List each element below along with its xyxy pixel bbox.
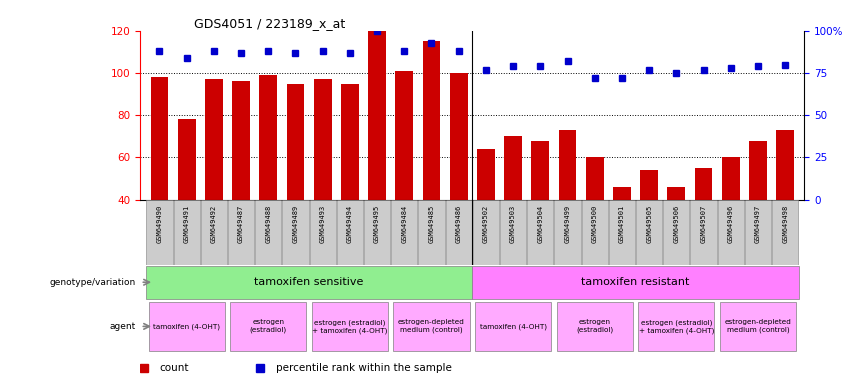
Bar: [636, 200, 662, 265]
Text: GSM649507: GSM649507: [700, 205, 706, 243]
Bar: [228, 200, 254, 265]
Bar: [255, 200, 282, 265]
Text: GSM649487: GSM649487: [238, 205, 244, 243]
Text: GSM649496: GSM649496: [728, 205, 734, 243]
Bar: [694, 168, 712, 200]
Text: estrogen (estradiol)
+ tamoxifen (4-OHT): estrogen (estradiol) + tamoxifen (4-OHT): [638, 319, 714, 334]
Bar: [419, 200, 444, 265]
Text: GSM649491: GSM649491: [184, 205, 190, 243]
Text: tamoxifen sensitive: tamoxifen sensitive: [254, 277, 363, 287]
Bar: [717, 200, 744, 265]
Text: tamoxifen resistant: tamoxifen resistant: [581, 277, 689, 287]
Text: GSM649486: GSM649486: [455, 205, 462, 243]
Bar: [557, 302, 633, 351]
Bar: [310, 200, 336, 265]
Bar: [500, 200, 526, 265]
Bar: [450, 73, 467, 200]
Text: GSM649493: GSM649493: [320, 205, 326, 243]
Text: estrogen
(estradiol): estrogen (estradiol): [576, 319, 614, 333]
Bar: [232, 81, 250, 200]
Text: GDS4051 / 223189_x_at: GDS4051 / 223189_x_at: [193, 17, 345, 30]
Bar: [558, 130, 576, 200]
Text: GSM649497: GSM649497: [755, 205, 761, 243]
Text: GSM649504: GSM649504: [537, 205, 543, 243]
Bar: [178, 119, 196, 200]
Bar: [608, 200, 635, 265]
Bar: [149, 302, 225, 351]
Text: GSM649488: GSM649488: [266, 205, 271, 243]
Text: GSM649501: GSM649501: [619, 205, 625, 243]
Bar: [472, 266, 799, 299]
Text: estrogen-depleted
medium (control): estrogen-depleted medium (control): [724, 319, 791, 333]
Text: genotype/variation: genotype/variation: [50, 278, 136, 287]
Bar: [532, 141, 549, 200]
Text: GSM649502: GSM649502: [483, 205, 489, 243]
Bar: [151, 77, 168, 200]
Bar: [640, 170, 658, 200]
Text: GSM649505: GSM649505: [646, 205, 652, 243]
Bar: [205, 79, 223, 200]
Text: agent: agent: [110, 322, 136, 331]
Bar: [423, 41, 440, 200]
Text: GSM649498: GSM649498: [782, 205, 788, 243]
Bar: [555, 200, 580, 265]
Bar: [528, 200, 553, 265]
Bar: [690, 200, 717, 265]
Text: GSM649484: GSM649484: [402, 205, 408, 243]
Bar: [722, 157, 740, 200]
Bar: [260, 75, 277, 200]
Text: GSM649506: GSM649506: [673, 205, 679, 243]
Bar: [613, 187, 631, 200]
Bar: [505, 136, 522, 200]
Text: estrogen (estradiol)
+ tamoxifen (4-OHT): estrogen (estradiol) + tamoxifen (4-OHT): [312, 319, 387, 334]
Bar: [749, 141, 767, 200]
Bar: [174, 200, 200, 265]
Bar: [287, 83, 305, 200]
Bar: [477, 149, 494, 200]
Bar: [772, 200, 798, 265]
Text: percentile rank within the sample: percentile rank within the sample: [277, 362, 453, 373]
Bar: [314, 79, 332, 200]
Bar: [667, 187, 685, 200]
Bar: [146, 266, 472, 299]
Text: GSM649500: GSM649500: [591, 205, 597, 243]
Bar: [201, 200, 227, 265]
Text: GSM649485: GSM649485: [429, 205, 435, 243]
Text: GSM649489: GSM649489: [293, 205, 299, 243]
Bar: [473, 200, 499, 265]
Bar: [638, 302, 715, 351]
Text: GSM649495: GSM649495: [374, 205, 380, 243]
Bar: [393, 302, 470, 351]
Bar: [396, 71, 413, 200]
Bar: [391, 200, 417, 265]
Bar: [337, 200, 363, 265]
Bar: [146, 200, 173, 265]
Bar: [475, 302, 551, 351]
Text: count: count: [159, 362, 189, 373]
Bar: [585, 157, 603, 200]
Text: tamoxifen (4-OHT): tamoxifen (4-OHT): [153, 323, 220, 329]
Text: tamoxifen (4-OHT): tamoxifen (4-OHT): [480, 323, 546, 329]
Text: GSM649503: GSM649503: [510, 205, 516, 243]
Bar: [364, 200, 390, 265]
Text: estrogen-depleted
medium (control): estrogen-depleted medium (control): [398, 319, 465, 333]
Bar: [311, 302, 388, 351]
Text: GSM649499: GSM649499: [564, 205, 570, 243]
Text: GSM649494: GSM649494: [347, 205, 353, 243]
Text: estrogen
(estradiol): estrogen (estradiol): [249, 319, 287, 333]
Bar: [368, 31, 386, 200]
Bar: [230, 302, 306, 351]
Bar: [776, 130, 794, 200]
Bar: [446, 200, 471, 265]
Bar: [663, 200, 689, 265]
Bar: [745, 200, 771, 265]
Bar: [582, 200, 608, 265]
Bar: [341, 83, 359, 200]
Text: GSM649492: GSM649492: [211, 205, 217, 243]
Bar: [283, 200, 309, 265]
Bar: [720, 302, 796, 351]
Text: GSM649490: GSM649490: [157, 205, 163, 243]
